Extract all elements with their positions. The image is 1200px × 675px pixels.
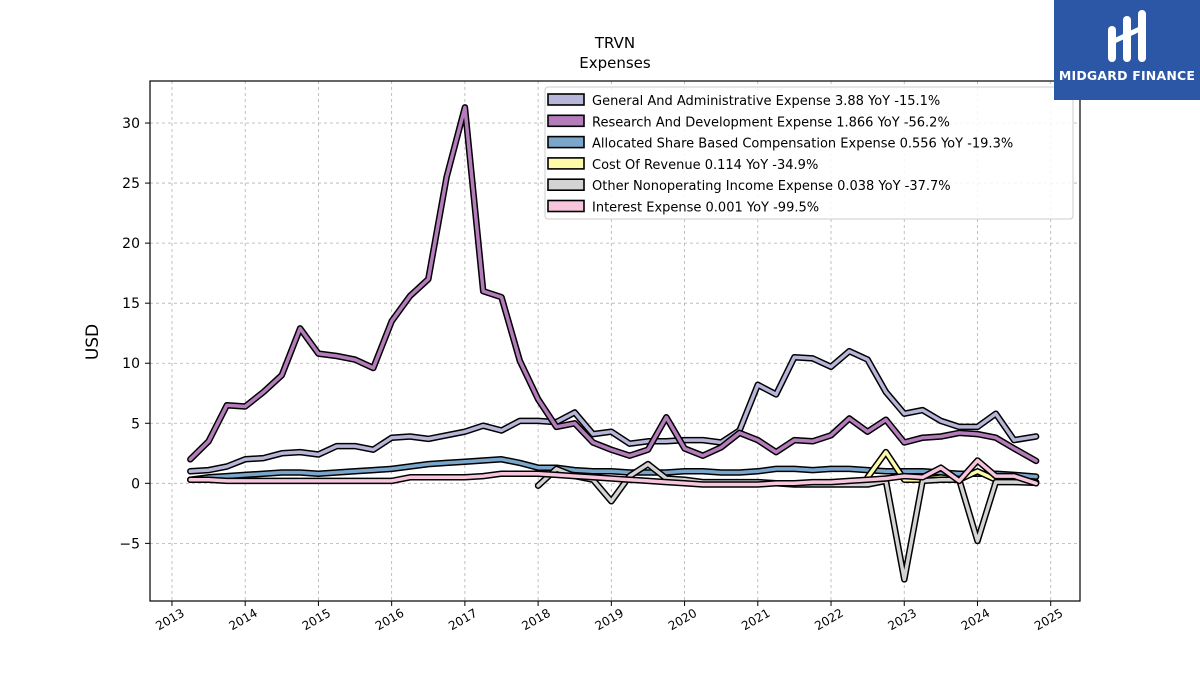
plot-frame — [149, 80, 1081, 602]
y-axis-label: USD — [83, 324, 103, 360]
y-tick-label: 30 — [122, 116, 140, 132]
y-tick-label: −5 — [119, 536, 140, 552]
legend-swatch — [547, 199, 585, 213]
legend-label: Allocated Share Based Compensation Expen… — [592, 137, 1013, 152]
brand-logo: MIDGARD FINANCE — [1054, 0, 1200, 100]
legend-label: Research And Development Expense 1.866 Y… — [592, 115, 950, 130]
y-tick-label: 0 — [131, 476, 140, 492]
x-tick-label: 2014 — [226, 606, 259, 633]
legend: General And Administrative Expense 3.88 … — [544, 86, 1074, 220]
brand-mark-icon — [1108, 10, 1146, 62]
y-tick-label: 15 — [122, 296, 140, 312]
legend-swatch — [547, 135, 585, 149]
legend-swatch — [547, 178, 585, 191]
x-tick-label: 2019 — [593, 606, 626, 633]
series-line-allocated-share-based-compensation-expense — [188, 457, 1038, 482]
legend-swatch — [547, 157, 585, 170]
x-tick-label: 2015 — [300, 606, 333, 633]
x-tick-label: 2022 — [812, 606, 845, 633]
y-tick-label: 10 — [122, 356, 140, 372]
x-tick-label: 2024 — [959, 606, 992, 633]
legend-label: General And Administrative Expense 3.88 … — [592, 94, 940, 109]
y-tick-label: 20 — [122, 236, 140, 252]
legend-label: Interest Expense 0.001 YoY -99.5% — [592, 201, 819, 216]
x-tick-label: 2025 — [1032, 606, 1065, 633]
legend-label: Other Nonoperating Income Expense 0.038 … — [592, 179, 951, 194]
x-tick-label: 2021 — [739, 606, 772, 633]
x-tick-label: 2017 — [446, 606, 479, 633]
x-tick-label: 2023 — [886, 606, 919, 633]
chart-subtitle: Expenses — [579, 54, 651, 72]
series-line-interest-expense — [188, 458, 1038, 487]
brand-name: MIDGARD FINANCE — [1058, 68, 1196, 83]
x-tick-label: 2020 — [666, 606, 699, 633]
series-line-research-and-development-expense — [188, 105, 1038, 463]
legend-label: Cost Of Revenue 0.114 YoY -34.9% — [592, 158, 818, 173]
x-tick-label: 2016 — [373, 606, 406, 633]
chart-title: TRVN — [594, 34, 635, 52]
series-line-general-and-administrative-expense — [188, 349, 1038, 474]
legend-swatch — [547, 114, 585, 128]
series-lines — [187, 104, 1040, 583]
x-tick-label: 2018 — [519, 606, 552, 633]
y-tick-label: 5 — [131, 416, 140, 432]
x-tick-label: 2013 — [153, 606, 186, 633]
legend-frame — [544, 86, 1074, 220]
legend-swatch — [547, 93, 585, 106]
y-tick-label: 25 — [122, 176, 140, 192]
